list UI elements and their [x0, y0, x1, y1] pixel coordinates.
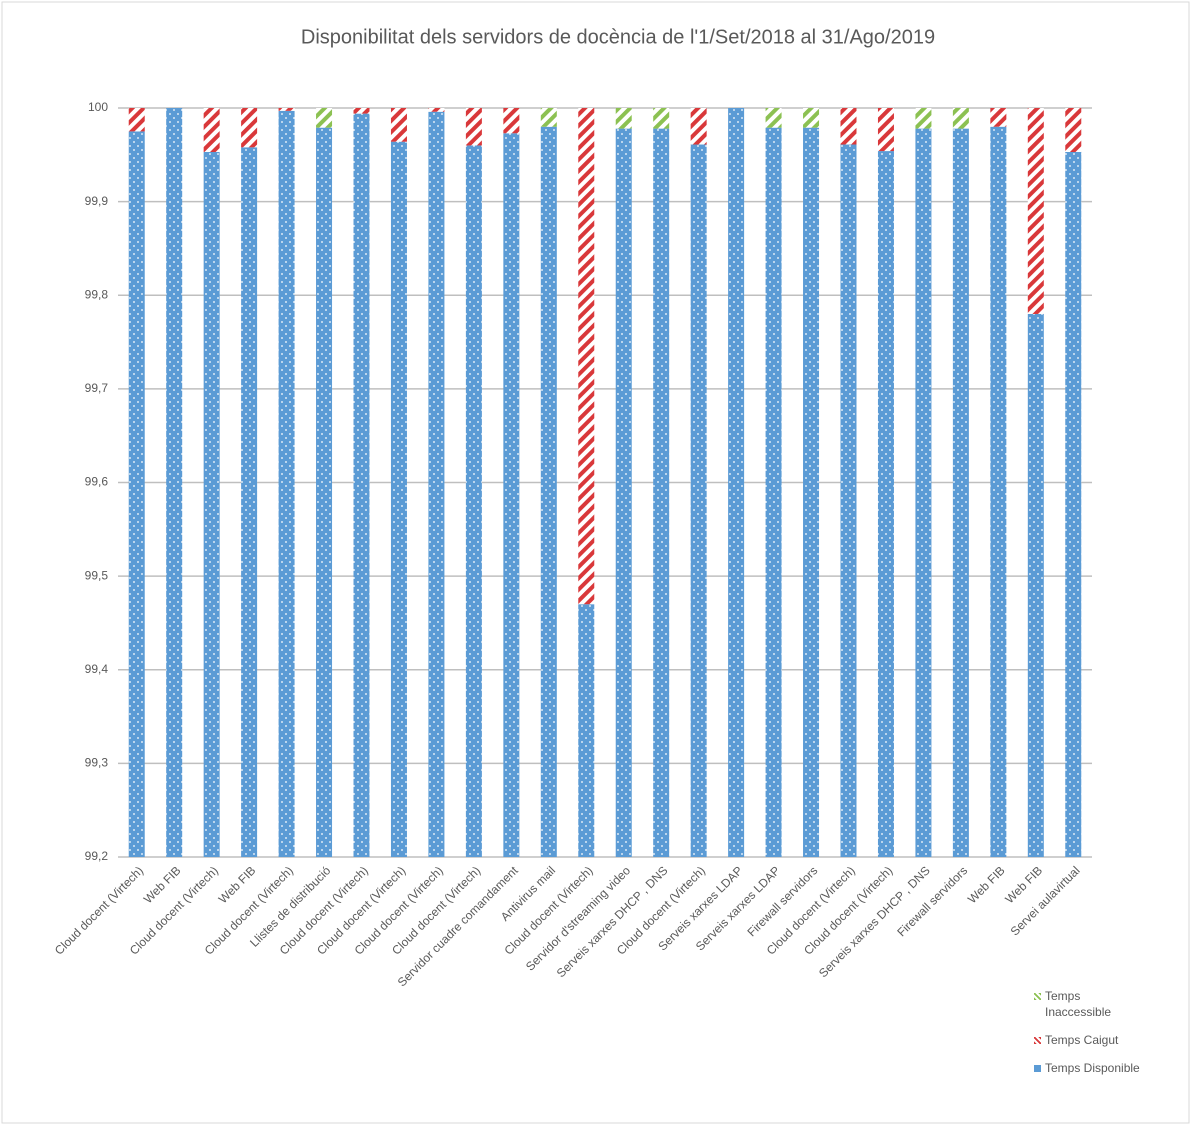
bar-segment [316, 127, 333, 857]
bar-segment [353, 108, 370, 114]
bar-segment [952, 128, 969, 857]
bar-segment [428, 111, 445, 858]
bar-segment [803, 127, 820, 857]
legend-item: Temps Caigut [1034, 1032, 1144, 1048]
y-tick-label: 99,8 [85, 287, 109, 301]
y-tick-label: 99,7 [85, 381, 109, 395]
y-tick-label: 100 [88, 100, 108, 114]
bar-segment [428, 108, 445, 112]
bar-segment [765, 127, 782, 857]
bar-segment [915, 108, 932, 129]
legend-item: Temps Inaccessible [1034, 988, 1144, 1020]
bar-segment [877, 151, 894, 857]
bar-segment [615, 108, 632, 129]
bar-segment [503, 108, 520, 134]
bar-segment [840, 144, 857, 858]
bar-segment [465, 108, 482, 146]
bar-segment [653, 108, 670, 129]
bar-segment [990, 126, 1007, 858]
bar-segment [765, 108, 782, 128]
y-tick-label: 99,9 [85, 194, 109, 208]
bar-segment [203, 108, 220, 153]
bar-segment [465, 145, 482, 857]
bar-segment [915, 128, 932, 857]
y-tick-label: 99,5 [85, 568, 109, 582]
chart-title: Disponibilitat dels servidors de docènci… [301, 26, 935, 48]
bar-segment [877, 108, 894, 152]
bar-segment [690, 108, 707, 145]
bar-segment [615, 128, 632, 857]
bar-segment [128, 108, 145, 132]
bar-segment [241, 108, 258, 148]
y-tick-label: 99,3 [85, 756, 109, 770]
bar-segment [728, 108, 745, 857]
bar-segment [316, 108, 333, 128]
bar-segment [803, 108, 820, 128]
legend-swatch [1034, 993, 1041, 1000]
legend-swatch [1034, 1065, 1041, 1072]
bar-segment [990, 108, 1007, 127]
bar-segment [166, 108, 183, 857]
legend: Temps Inaccessible Temps Caigut Temps Disp… [1034, 988, 1144, 1088]
bar-segment [390, 108, 407, 142]
bar-segment [1027, 313, 1044, 858]
y-tick-label: 99,4 [85, 662, 109, 676]
bar-segment [840, 108, 857, 145]
bar-segment [1065, 152, 1082, 857]
legend-swatch [1034, 1037, 1041, 1044]
bar-segment [278, 108, 295, 111]
y-tick-label: 99,2 [85, 849, 109, 863]
legend-label: Temps Disponible [1045, 1061, 1140, 1075]
bar-segment [952, 108, 969, 129]
bar-segment [503, 133, 520, 857]
bar-segment [241, 147, 258, 857]
bar-segment [128, 131, 145, 857]
bar-segment [540, 126, 557, 858]
bar-segment [690, 144, 707, 858]
legend-label: Temps Inaccessible [1045, 989, 1112, 1019]
bar-segment [203, 152, 220, 857]
legend-label: Temps Caigut [1045, 1033, 1119, 1047]
legend-item: Temps Disponible [1034, 1060, 1144, 1076]
bar-segment [278, 110, 295, 858]
bar-segment [653, 128, 670, 857]
bar-segment [578, 604, 595, 857]
bar-segment [578, 108, 595, 605]
y-tick-label: 99,6 [85, 475, 109, 489]
bar-segment [540, 108, 557, 127]
bar-segment [1027, 108, 1044, 314]
bar-segment [353, 113, 370, 858]
bar-segment [1065, 108, 1082, 153]
bar-segment [390, 141, 407, 857]
